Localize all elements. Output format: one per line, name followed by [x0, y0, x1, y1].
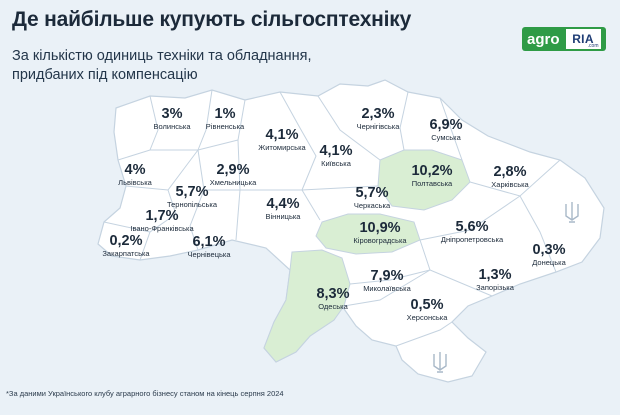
region-name: Миколаївська [363, 284, 411, 293]
region-label-khmelnytska: 2,9% Хмельницька [210, 162, 257, 188]
region-value: 4,4% [266, 196, 300, 212]
region-value: 5,7% [355, 185, 389, 201]
region-name: Херсонська [406, 313, 448, 322]
region-value: 1,3% [478, 267, 512, 283]
region-name: Хмельницька [209, 178, 257, 187]
region-name: Закарпатська [102, 249, 150, 258]
region-name: Івано-Франківська [130, 224, 194, 233]
region-value: 2,3% [361, 106, 395, 122]
region-value: 0,3% [532, 242, 566, 258]
page-subtitle: За кількістю одиниць техніки та обладнан… [12, 47, 372, 85]
region-label-ivano-frankivska: 1,7% Івано-Франківська [130, 208, 193, 234]
region-value: 10,2% [411, 163, 453, 179]
subtitle-line-1: За кількістю одиниць техніки та обладнан… [12, 48, 312, 64]
region-name: Тернопільська [166, 200, 218, 209]
region-name: Львівська [118, 178, 152, 187]
region-label-kyivska: 4,1% Київська [319, 143, 352, 169]
region-name: Житомирська [258, 143, 306, 152]
region-label-kharkivska: 2,8% Харківська [491, 164, 528, 190]
region-label-rivnenska: 1% Рівненська [206, 106, 244, 132]
region-value: 2,8% [493, 164, 527, 180]
region-value: 10,9% [359, 220, 401, 236]
region-value: 4,1% [265, 127, 299, 143]
region-label-zakarpatska: 0,2% Закарпатська [102, 233, 149, 259]
region-label-volynska: 3% Волинська [154, 106, 191, 132]
source-footnote: *За даними Українського клубу аграрного … [6, 389, 284, 398]
region-value: 0,5% [410, 297, 444, 313]
region-label-cherkaska: 5,7% Черкаська [354, 185, 390, 211]
region-name: Харківська [491, 180, 529, 189]
region-name: Полтавська [411, 179, 453, 188]
region-label-odeska: 8,3% Одеська [316, 286, 349, 312]
region-name: Київська [321, 159, 351, 168]
logo-ria-box: RIA .com [565, 29, 601, 49]
region-name: Чернівецька [187, 250, 231, 259]
region-label-khersonska: 0,5% Херсонська [407, 297, 448, 323]
region-name: Рівненська [205, 122, 245, 131]
region-label-ternopilska: 5,7% Тернопільська [167, 184, 217, 210]
agroria-logo: agro RIA .com [522, 27, 606, 51]
logo-text-ria: RIA [572, 32, 594, 46]
region-value: 5,6% [455, 219, 489, 235]
region-value: 8,3% [316, 286, 350, 302]
region-label-zhytomyrska: 4,1% Житомирська [258, 127, 305, 153]
region-name: Кіровоградська [353, 236, 407, 245]
trident-icon-east [565, 202, 579, 223]
region-name: Черкаська [353, 201, 391, 210]
region-value: 3% [161, 106, 183, 122]
region-shape-kirovohradska [315, 213, 421, 255]
region-name: Вінницька [265, 212, 301, 221]
region-value: 0,2% [109, 233, 143, 249]
region-value: 1% [214, 106, 236, 122]
region-label-sumska: 6,9% Сумська [429, 117, 462, 143]
region-name: Запорізька [476, 283, 514, 292]
page-title: Де найбільше купують сільгосптехніку [12, 8, 412, 31]
region-label-dnipropetrovska: 5,6% Дніпропетровська [441, 219, 503, 245]
region-value: 1,7% [145, 208, 179, 224]
region-label-kirovohradska: 10,9% Кіровоградська [353, 220, 406, 246]
region-label-mykolaivska: 7,9% Миколаївська [363, 268, 411, 294]
trident-icon-crimea [433, 352, 447, 373]
region-borders [103, 89, 561, 347]
region-value: 4,1% [319, 143, 353, 159]
region-name: Сумська [431, 133, 461, 142]
region-value: 7,9% [370, 268, 404, 284]
region-value: 5,7% [175, 184, 209, 200]
region-label-vinnytska: 4,4% Вінницька [266, 196, 301, 222]
region-label-poltavska: 10,2% Полтавська [411, 163, 452, 189]
region-name: Волинська [153, 122, 191, 131]
region-label-zaporizka: 1,3% Запорізька [476, 267, 514, 293]
region-label-donetska: 0,3% Донецька [532, 242, 565, 268]
region-label-chernihivska: 2,3% Чернігівська [357, 106, 400, 132]
region-shape-odeska [263, 249, 351, 363]
logo-text-agro: agro [527, 30, 560, 48]
region-value: 6,9% [429, 117, 463, 133]
region-value: 4% [124, 162, 146, 178]
region-name: Донецька [532, 258, 566, 267]
region-label-chernivetska: 6,1% Чернівецька [187, 234, 230, 260]
region-name: Одеська [318, 302, 348, 311]
region-label-lvivska: 4% Львівська [118, 162, 152, 188]
region-shape-poltavska [377, 149, 471, 211]
region-name: Чернігівська [356, 122, 400, 131]
region-value: 2,9% [216, 162, 250, 178]
subtitle-line-2: придбаних під компенсацію [12, 67, 198, 83]
logo-text-domain: .com [587, 43, 599, 49]
region-name: Дніпропетровська [440, 235, 504, 244]
region-value: 6,1% [192, 234, 226, 250]
